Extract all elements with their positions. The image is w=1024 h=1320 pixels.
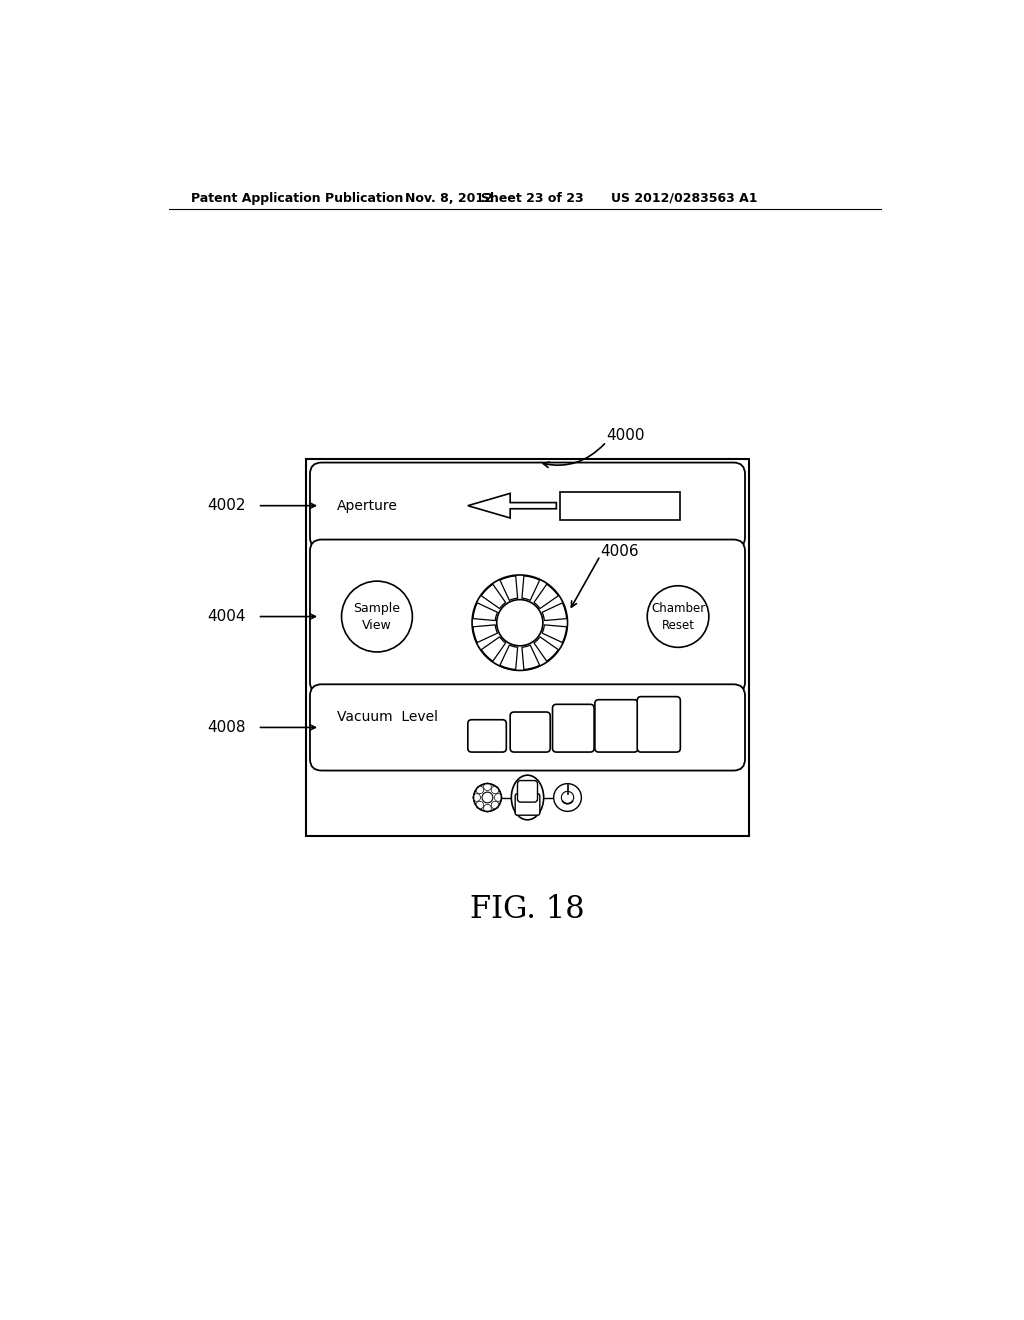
Circle shape (483, 804, 492, 812)
Circle shape (554, 784, 582, 812)
Polygon shape (468, 494, 556, 517)
Wedge shape (534, 585, 558, 609)
Wedge shape (534, 636, 558, 661)
Text: Nov. 8, 2012: Nov. 8, 2012 (404, 191, 493, 205)
Circle shape (476, 801, 483, 809)
FancyBboxPatch shape (595, 700, 638, 752)
Text: Sample
View: Sample View (353, 602, 400, 631)
Wedge shape (542, 603, 566, 620)
Text: 4008: 4008 (208, 719, 246, 735)
Wedge shape (481, 636, 506, 661)
Bar (306, 459, 749, 836)
Circle shape (473, 784, 502, 812)
Circle shape (473, 793, 480, 801)
Text: Patent Application Publication: Patent Application Publication (190, 191, 403, 205)
Text: Aperture: Aperture (337, 499, 397, 512)
FancyBboxPatch shape (553, 705, 594, 752)
Text: 4004: 4004 (208, 609, 246, 624)
Ellipse shape (511, 775, 544, 820)
FancyBboxPatch shape (310, 462, 745, 549)
Text: 4006: 4006 (600, 544, 639, 558)
Wedge shape (542, 624, 566, 643)
Wedge shape (473, 624, 498, 643)
Circle shape (561, 792, 573, 804)
Wedge shape (522, 576, 540, 601)
Text: Vacuum  Level: Vacuum Level (337, 710, 438, 725)
Circle shape (497, 599, 543, 645)
FancyBboxPatch shape (468, 719, 506, 752)
Circle shape (495, 793, 502, 801)
Wedge shape (500, 645, 518, 669)
Circle shape (492, 785, 499, 793)
Circle shape (476, 785, 483, 793)
Circle shape (483, 783, 492, 791)
Circle shape (342, 581, 413, 652)
Circle shape (647, 586, 709, 647)
Text: FIG. 18: FIG. 18 (470, 894, 585, 924)
Wedge shape (473, 603, 498, 620)
Bar (560, 492, 680, 520)
FancyBboxPatch shape (310, 540, 745, 693)
Wedge shape (522, 645, 540, 669)
Circle shape (492, 801, 499, 809)
Text: Sheet 23 of 23: Sheet 23 of 23 (481, 191, 584, 205)
Text: 4002: 4002 (208, 498, 246, 513)
Text: Chamber
Reset: Chamber Reset (651, 602, 706, 631)
Text: US 2012/0283563 A1: US 2012/0283563 A1 (611, 191, 758, 205)
Wedge shape (481, 585, 506, 609)
Text: 4000: 4000 (606, 428, 645, 444)
FancyBboxPatch shape (637, 697, 680, 752)
FancyBboxPatch shape (510, 711, 550, 752)
FancyBboxPatch shape (310, 684, 745, 771)
Bar (520, 793, 535, 800)
FancyBboxPatch shape (517, 780, 538, 803)
Wedge shape (500, 576, 518, 601)
FancyBboxPatch shape (515, 793, 540, 816)
Circle shape (482, 792, 493, 803)
